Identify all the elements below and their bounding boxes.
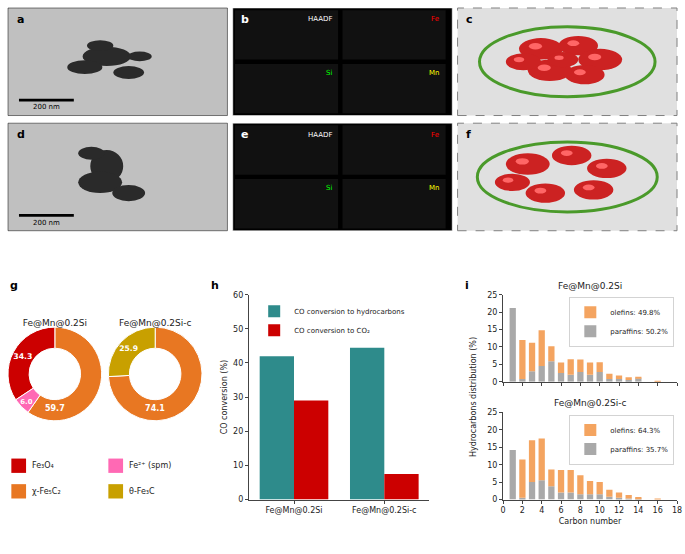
svg-text:CO conversion to CO₂: CO conversion to CO₂	[294, 327, 370, 335]
svg-text:CO conversion (%): CO conversion (%)	[220, 360, 229, 434]
svg-text:Fe@Mn@0.2Si-c: Fe@Mn@0.2Si-c	[119, 318, 191, 328]
svg-text:2: 2	[520, 506, 525, 515]
svg-text:h: h	[211, 279, 219, 292]
svg-text:25: 25	[487, 291, 497, 300]
svg-text:Fe@Mn@0.2Si-c: Fe@Mn@0.2Si-c	[554, 398, 626, 408]
svg-text:χ-Fe₅C₂: χ-Fe₅C₂	[32, 487, 61, 496]
svg-text:e: e	[241, 128, 248, 141]
svg-text:20: 20	[487, 308, 497, 317]
svg-text:14: 14	[633, 506, 643, 515]
svg-text:Mn: Mn	[429, 184, 439, 192]
svg-text:Fe: Fe	[431, 15, 439, 23]
svg-text:Hydrocarbons distribution (%): Hydrocarbons distribution (%)	[469, 337, 478, 457]
svg-text:15: 15	[487, 325, 497, 334]
svg-text:16: 16	[653, 506, 663, 515]
svg-text:4: 4	[539, 506, 544, 515]
svg-text:Si: Si	[326, 69, 332, 77]
svg-text:Si: Si	[326, 184, 332, 192]
svg-text:olefins: 64.3%: olefins: 64.3%	[610, 427, 660, 435]
svg-text:5: 5	[492, 360, 497, 369]
svg-text:8: 8	[578, 506, 583, 515]
svg-text:Carbon number: Carbon number	[559, 517, 622, 526]
svg-text:10: 10	[487, 343, 497, 352]
svg-text:50: 50	[233, 325, 243, 334]
svg-text:15: 15	[487, 443, 497, 452]
svg-text:d: d	[17, 128, 25, 141]
svg-text:HAADF: HAADF	[308, 131, 332, 139]
svg-text:Fe²⁺ (spm): Fe²⁺ (spm)	[129, 461, 171, 470]
svg-text:6: 6	[558, 506, 563, 515]
svg-text:paraffins: 35.7%: paraffins: 35.7%	[610, 446, 668, 454]
svg-text:a: a	[17, 13, 24, 26]
svg-text:0: 0	[238, 495, 243, 504]
svg-text:0: 0	[501, 506, 506, 515]
svg-text:f: f	[466, 128, 471, 141]
svg-text:Fe@Mn@0.2Si: Fe@Mn@0.2Si	[558, 281, 622, 291]
svg-text:b: b	[241, 13, 249, 26]
svg-text:θ-Fe₃C: θ-Fe₃C	[129, 487, 155, 496]
svg-text:Fe@Mn@0.2Si: Fe@Mn@0.2Si	[23, 318, 87, 328]
svg-text:HAADF: HAADF	[308, 15, 332, 23]
svg-text:200 nm: 200 nm	[33, 103, 60, 111]
svg-text:10: 10	[595, 506, 605, 515]
svg-text:12: 12	[614, 506, 624, 515]
svg-text:Fe@Mn@0.2Si: Fe@Mn@0.2Si	[265, 506, 322, 515]
svg-text:74.1: 74.1	[145, 404, 165, 413]
svg-text:20: 20	[233, 427, 243, 436]
svg-text:30: 30	[233, 393, 243, 402]
svg-text:25.9: 25.9	[119, 344, 138, 353]
svg-text:60: 60	[233, 291, 243, 300]
svg-text:200 nm: 200 nm	[33, 219, 60, 227]
svg-text:18: 18	[672, 506, 682, 515]
svg-text:20: 20	[487, 426, 497, 435]
svg-text:Fe: Fe	[431, 131, 439, 139]
svg-text:i: i	[465, 279, 469, 292]
svg-text:0: 0	[492, 495, 497, 504]
svg-text:10: 10	[233, 461, 243, 470]
svg-text:c: c	[466, 13, 473, 26]
svg-text:5: 5	[492, 478, 497, 487]
svg-text:10: 10	[487, 461, 497, 470]
svg-text:olefins: 49.8%: olefins: 49.8%	[610, 309, 660, 317]
svg-text:Mn: Mn	[429, 69, 439, 77]
svg-text:34.3: 34.3	[13, 352, 32, 361]
svg-text:Fe@Mn@0.2Si-c: Fe@Mn@0.2Si-c	[352, 506, 416, 515]
svg-text:40: 40	[233, 359, 243, 368]
svg-text:6.0: 6.0	[20, 398, 32, 406]
svg-text:25: 25	[487, 408, 497, 417]
svg-text:Fe₃O₄: Fe₃O₄	[32, 461, 54, 470]
svg-text:paraffins: 50.2%: paraffins: 50.2%	[610, 328, 668, 336]
svg-text:59.7: 59.7	[45, 404, 65, 413]
svg-text:0: 0	[492, 378, 497, 387]
svg-text:CO conversion to hydrocarbons: CO conversion to hydrocarbons	[294, 308, 405, 316]
svg-text:g: g	[10, 279, 18, 292]
